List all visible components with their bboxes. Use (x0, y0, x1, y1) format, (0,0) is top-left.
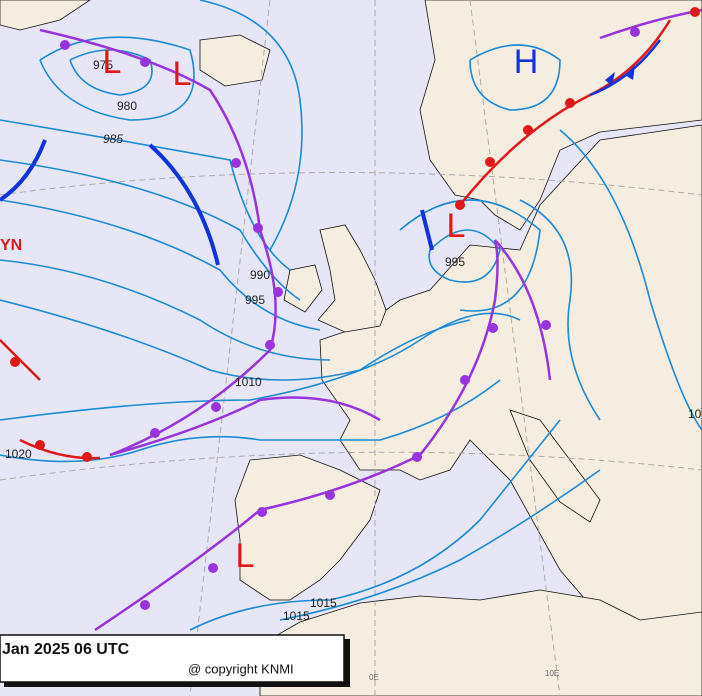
isobar-label: 975 (93, 58, 113, 72)
isobar-label: 1020 (5, 447, 32, 461)
isobar-label: 10 (688, 407, 702, 421)
isobar-label: 985 (103, 132, 123, 146)
footer-date: Jan 2025 06 UTC (2, 641, 130, 658)
isobar-label: 995 (245, 293, 265, 307)
isobar-label: 990 (250, 268, 270, 282)
low-center: L (236, 537, 255, 575)
isobar-label: 1015 (310, 596, 337, 610)
fronts (0, 7, 702, 632)
low-center: L (447, 207, 466, 245)
isobar-label: 1015 (283, 609, 310, 623)
labels: 975 980 985 990 995 1010 1020 1015 1015 … (0, 43, 702, 682)
footer-copyright: @ copyright KNMI (188, 661, 294, 676)
isobar-label: 1010 (235, 375, 262, 389)
low-center: L (173, 55, 192, 93)
grid-label: 10E (545, 669, 559, 678)
low-center: L (103, 43, 122, 81)
footer: Jan 2025 06 UTC @ copyright KNMI (0, 634, 350, 687)
footer-box (0, 634, 345, 683)
high-center: H (514, 43, 539, 81)
grid-label: 0E (369, 673, 379, 682)
isobars (0, 0, 702, 631)
isobar-label: 995 (445, 255, 465, 269)
system-name: YN (0, 237, 22, 254)
isobar-label: 980 (117, 99, 137, 113)
